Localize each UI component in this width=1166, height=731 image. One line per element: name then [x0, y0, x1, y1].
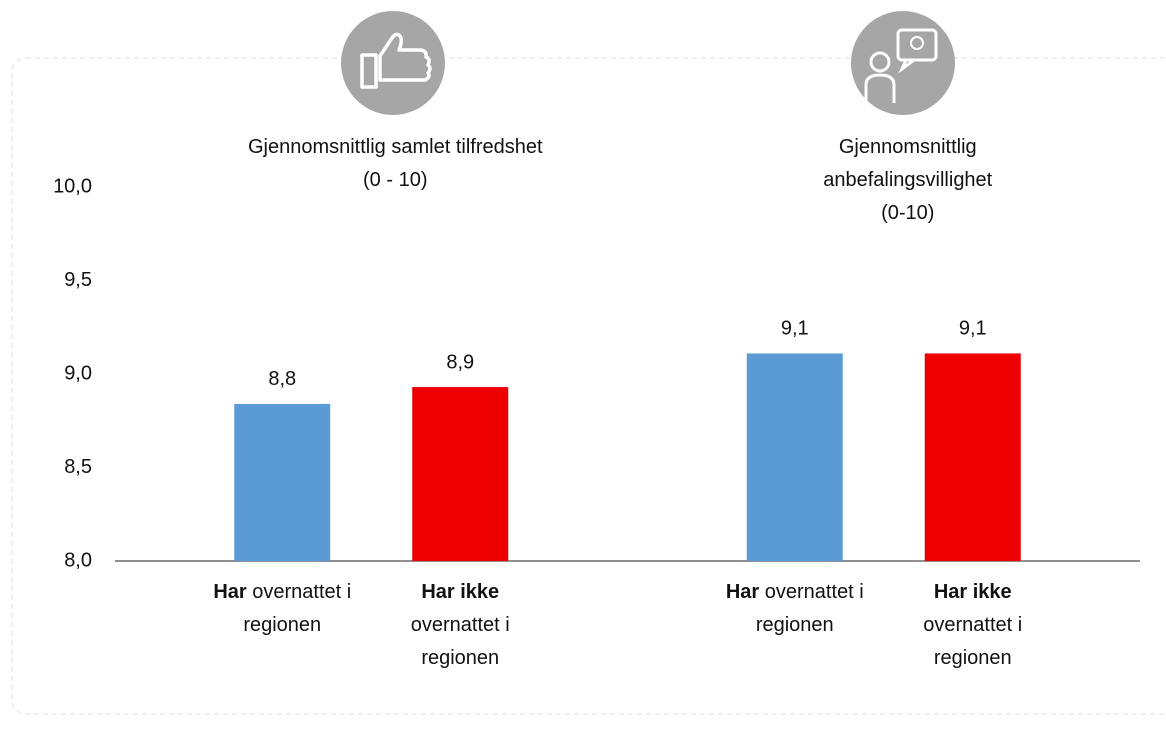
group-title: Gjennomsnittlig samlet tilfredshet (0 - 1… — [245, 131, 545, 197]
category-label-text: overnattet i regionen — [243, 581, 352, 636]
category-label-bold: Har — [725, 581, 760, 603]
icon-thumb — [341, 11, 445, 115]
group-title-scale: (0-10) — [881, 202, 935, 224]
category-label: Har overnattet i regionen — [720, 576, 870, 642]
y-tick-label: 8,5 — [64, 456, 92, 478]
bar — [412, 387, 509, 561]
y-tick-label: 8,0 — [64, 549, 92, 571]
icon-person — [851, 11, 955, 115]
value-label: 8,9 — [446, 351, 474, 373]
value-label: 8,8 — [268, 368, 296, 390]
frame — [11, 57, 1166, 715]
group-title: Gjennomsnittlig anbefalingsvillighet (0-1… — [758, 131, 1058, 230]
value-label: 9,1 — [781, 318, 809, 340]
bar — [234, 403, 331, 561]
category-label-text: overnattet i regionen — [923, 614, 1023, 669]
group-title-scale: (0 - 10) — [363, 169, 428, 191]
y-tick-label: 10,0 — [53, 175, 92, 197]
group-title-text: Gjennomsnittlig samlet tilfredshet — [247, 136, 543, 158]
category-label-text: overnattet i regionen — [755, 581, 864, 636]
bar — [924, 353, 1021, 561]
category-label: Har ikke overnattet i regionen — [385, 576, 535, 675]
y-tick-label: 9,0 — [64, 362, 92, 384]
category-label: Har ikke overnattet i regionen — [898, 576, 1048, 675]
category-label-bold: Har — [213, 581, 247, 603]
category-label-bold: Har ikke — [421, 581, 500, 603]
category-label-bold: Har ikke — [933, 581, 1012, 603]
group-title-text: Gjennomsnittlig anbefalingsvillighet — [823, 136, 993, 191]
y-tick-label: 9,5 — [64, 269, 92, 291]
category-label-text: overnattet i regionen — [410, 614, 510, 669]
bar — [746, 353, 843, 561]
category-label: Har overnattet i regionen — [207, 576, 357, 642]
value-label: 9,1 — [959, 318, 987, 340]
